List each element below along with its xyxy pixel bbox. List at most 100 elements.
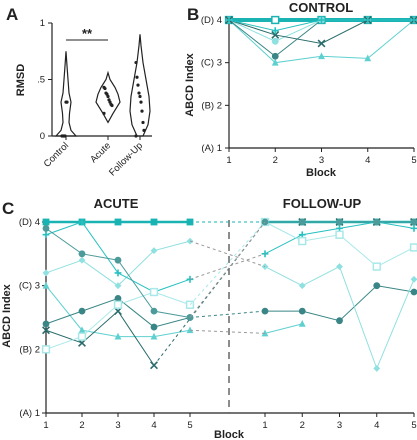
followup-data-point: [410, 224, 417, 232]
followup-data-point: [373, 282, 381, 290]
panel-c-ytick-label: (C) 3: [19, 281, 40, 292]
followup-data-point: [372, 262, 381, 271]
panel-a-ytick-label: 0: [40, 131, 45, 142]
acute-data-point: [150, 218, 158, 226]
panel-b-ytick-label: (B) 2: [201, 100, 222, 111]
followup-data-point: [335, 230, 344, 239]
control-data-point: [410, 16, 417, 24]
phase-connector: [189, 221, 266, 306]
data-point: [141, 120, 145, 125]
panel-c-followup-xtick-label: 1: [262, 420, 267, 431]
acute-data-point: [114, 269, 122, 277]
acute-series-line: [45, 310, 155, 366]
acute-data-point: [114, 218, 122, 226]
followup-series-line: [265, 285, 415, 322]
panel-b-title: CONTROL: [289, 0, 353, 15]
panel-b-xlabel: Block: [306, 167, 337, 179]
panel-b-ytick-label: (D) 4: [201, 15, 222, 26]
acute-data-point: [114, 295, 122, 302]
panel-c-acute-xtick-label: 1: [43, 420, 48, 431]
acute-data-point: [78, 307, 86, 315]
control-data-point: [225, 16, 233, 24]
phase-connector: [189, 253, 266, 280]
data-point: [134, 134, 138, 138]
panel-c-ytick-label: (B) 2: [19, 344, 40, 355]
violin-acute: [95, 70, 121, 124]
acute-data-point: [78, 250, 86, 258]
panel-letter-b: B: [187, 5, 199, 24]
acute-data-point: [78, 218, 86, 226]
followup-data-point: [298, 319, 306, 327]
panel-b-ytick-label: (C) 3: [201, 58, 222, 69]
acute-data-point: [78, 326, 86, 334]
control-data-point: [271, 58, 279, 66]
phase-connector: [189, 310, 266, 318]
acute-data-point: [42, 326, 50, 335]
control-data-point: [364, 16, 372, 24]
followup-data-point: [298, 282, 306, 290]
phase-connector: [189, 221, 266, 318]
acute-data-point: [114, 256, 122, 264]
followup-data-point: [336, 263, 343, 270]
panel-b: B CONTROL ABCD Index Block (A) 1 (B) 2 (C)…: [184, 0, 417, 179]
phase-connector: [153, 221, 266, 366]
followup-data-point: [261, 329, 269, 337]
data-point: [137, 91, 141, 95]
followup-data-point: [410, 275, 417, 283]
panel-b-xtick-label: 3: [319, 155, 324, 166]
violin-follow-up: [129, 34, 151, 137]
acute-data-point: [150, 332, 158, 340]
panel-c-acute-xtick-label: 5: [187, 420, 192, 431]
acute-data-point: [42, 281, 50, 289]
acute-data-point: [113, 300, 123, 309]
acute-data-point: [42, 231, 50, 239]
acute-data-point: [150, 307, 158, 315]
followup-data-point: [298, 307, 306, 315]
data-point: [140, 109, 144, 113]
control-data-point: [271, 27, 279, 35]
followup-data-point: [336, 218, 343, 226]
panel-c-acute-xtick-label: 4: [151, 420, 156, 431]
panel-c-acute-xtick-label: 3: [115, 420, 120, 431]
panel-c-followup-xtick-label: 2: [300, 420, 305, 431]
panel-b-xtick-label: 5: [411, 155, 416, 166]
acute-data-point: [149, 287, 159, 297]
significance-label: **: [82, 26, 93, 41]
followup-data-point: [336, 317, 343, 325]
followup-data-point: [409, 243, 417, 252]
acute-data-point: [42, 218, 50, 226]
control-data-point: [318, 16, 325, 24]
acute-data-point: [41, 345, 51, 354]
panel-c-followup-xtick-label: 3: [337, 420, 342, 431]
followup-data-point: [410, 218, 417, 226]
control-data-point: [271, 30, 280, 39]
followup-data-point: [298, 236, 307, 246]
panel-b-ytick-label: (A) 1: [201, 143, 222, 154]
data-point: [135, 75, 139, 79]
panel-c-ytick-label: (D) 4: [19, 217, 40, 228]
panel-a-ytick-label: 1: [40, 18, 45, 29]
data-point: [65, 100, 69, 104]
panel-b-xtick-label: 1: [226, 155, 231, 166]
panel-c-ylabel: ABCD Index: [1, 283, 13, 347]
acute-data-point: [77, 332, 87, 341]
panel-c-group-acute: ACUTE: [94, 196, 139, 211]
data-point: [103, 86, 107, 91]
data-point: [110, 103, 114, 108]
panel-a-category-label: Control: [42, 140, 71, 169]
acute-data-point: [150, 323, 158, 331]
acute-data-point: [186, 326, 194, 334]
followup-data-point: [261, 307, 269, 315]
phase-connector: [189, 329, 266, 334]
panel-c-group-followup: FOLLOW-UP: [283, 196, 362, 211]
followup-data-point: [373, 218, 381, 226]
control-data-point: [271, 52, 279, 60]
acute-data-point: [42, 224, 50, 232]
panel-a-category-label: Acute: [88, 140, 113, 165]
panel-a-ytick-label: .5: [37, 75, 45, 86]
panel-b-xtick-label: 2: [273, 155, 278, 166]
data-point: [134, 60, 138, 65]
data-point: [138, 94, 142, 99]
panel-letter-a: A: [6, 5, 18, 24]
